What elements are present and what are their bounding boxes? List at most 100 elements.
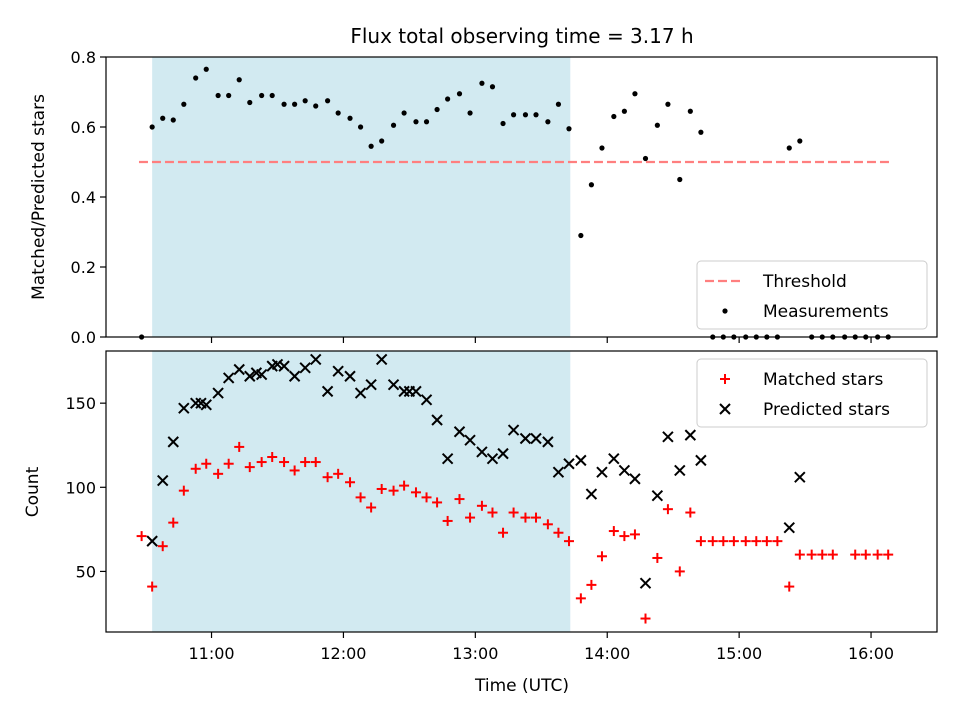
matched-stars-point — [728, 536, 739, 547]
measurements-point — [269, 92, 275, 99]
measurements-point — [445, 96, 451, 102]
predicted-stars-point — [596, 466, 608, 478]
measurements-point — [390, 122, 397, 128]
predicted-stars-point — [157, 474, 169, 487]
matched-stars-point — [267, 452, 278, 463]
predicted-stars-point — [453, 426, 466, 438]
axes-frame — [105, 350, 938, 633]
matched-stars-point — [652, 552, 663, 563]
matched-stars-point — [707, 536, 718, 547]
measurements-point — [786, 145, 792, 151]
measurements-point — [479, 80, 485, 86]
predicted-stars-point — [244, 370, 256, 382]
measurements-point — [677, 176, 683, 183]
matched-stars-point — [410, 487, 421, 498]
matched-stars-point — [761, 536, 772, 547]
measurements-point — [489, 84, 496, 90]
measurements-point — [215, 92, 221, 99]
bottom-y-axis-label: Count — [23, 466, 43, 517]
matched-stars-point — [178, 485, 189, 496]
predicted-stars-point — [497, 447, 509, 460]
measurements-point — [456, 91, 463, 97]
legend-label: Threshold — [762, 272, 847, 292]
matched-stars-point — [806, 549, 817, 560]
matched-stars-point — [883, 549, 894, 560]
matched-stars-point — [498, 527, 509, 538]
matched-stars-point — [872, 549, 883, 560]
predicted-stars-point — [222, 372, 235, 384]
measurements-point — [325, 98, 331, 104]
predicted-stars-point — [486, 452, 499, 465]
matched-stars-point — [310, 457, 321, 468]
y-tick-label: 100 — [65, 478, 96, 497]
matched-stars-point — [850, 549, 861, 560]
x-tick-label: 13:00 — [452, 644, 498, 663]
predicted-stars-point — [178, 402, 190, 414]
measurements-point — [203, 66, 209, 72]
predicted-stars-point — [420, 394, 433, 406]
measurements-point — [797, 138, 803, 144]
matched-stars-point — [794, 549, 805, 560]
y-tick-label: 0.6 — [71, 118, 96, 137]
x-tick-label: 16:00 — [848, 644, 894, 663]
predicted-stars-point — [684, 429, 697, 441]
y-tick-label: 0.8 — [71, 48, 96, 67]
measurements-point — [281, 101, 287, 107]
measurements-point — [247, 99, 253, 106]
predicted-stars-point — [695, 454, 707, 467]
measurements-point — [160, 115, 166, 121]
matched-stars-point — [596, 551, 607, 562]
predicted-stars-point — [344, 370, 356, 382]
y-tick-label: 0.4 — [71, 188, 96, 207]
matched-stars-point — [432, 497, 443, 508]
measurements-point — [259, 92, 265, 99]
measurements-point — [335, 110, 341, 116]
matched-stars-point — [147, 581, 158, 592]
measurements-point — [467, 110, 473, 116]
matched-stars-point — [674, 566, 685, 577]
matched-stars-point — [388, 485, 399, 496]
predicted-stars-point — [629, 473, 641, 485]
measurements-point — [347, 115, 353, 121]
predicted-stars-point — [431, 414, 443, 426]
predicted-stars-point — [288, 370, 301, 382]
predicted-stars-point — [375, 353, 388, 366]
predicted-stars-point — [167, 436, 179, 448]
predicted-stars-point — [278, 360, 290, 372]
measurements-point — [588, 182, 595, 188]
matched-stars-point — [333, 468, 344, 479]
matched-stars-point — [366, 502, 377, 513]
matched-stars-point — [685, 507, 696, 518]
matched-stars-point — [662, 504, 673, 515]
predicted-stars-point — [321, 385, 334, 398]
measurements-point — [698, 129, 704, 135]
predicted-stars-point — [651, 489, 664, 502]
matched-stars-point — [751, 536, 762, 547]
measurements-point — [170, 117, 176, 123]
predicted-stars-point — [552, 466, 565, 478]
matched-stars-point — [201, 458, 212, 469]
matched-stars-point — [695, 536, 706, 547]
predicted-stars-point — [271, 358, 284, 371]
legend: Threshold Measurements — [696, 260, 928, 330]
matched-stars-point — [399, 480, 410, 491]
predicted-stars-point — [575, 454, 587, 467]
matched-stars-point — [300, 457, 311, 468]
predicted-stars-point — [332, 365, 344, 377]
matched-stars-point — [608, 526, 619, 537]
measurements-point — [302, 98, 308, 104]
predicted-stars-point — [146, 535, 158, 547]
measurements-point — [368, 143, 374, 149]
predicted-stars-point — [200, 399, 212, 411]
y-tick-label: 50 — [76, 562, 96, 581]
measurements-point — [510, 112, 517, 118]
matched-stars-point — [531, 512, 542, 523]
measurements-point — [578, 232, 584, 239]
measurements-point — [401, 110, 407, 116]
predicted-stars-point — [255, 368, 268, 381]
top-panel: 0.0 0.2 0.4 0.6 0.8 Threshold Measurements — [71, 48, 938, 347]
matched-stars-point — [487, 507, 498, 518]
measurements-point — [434, 106, 440, 113]
measurements-point — [566, 126, 572, 132]
